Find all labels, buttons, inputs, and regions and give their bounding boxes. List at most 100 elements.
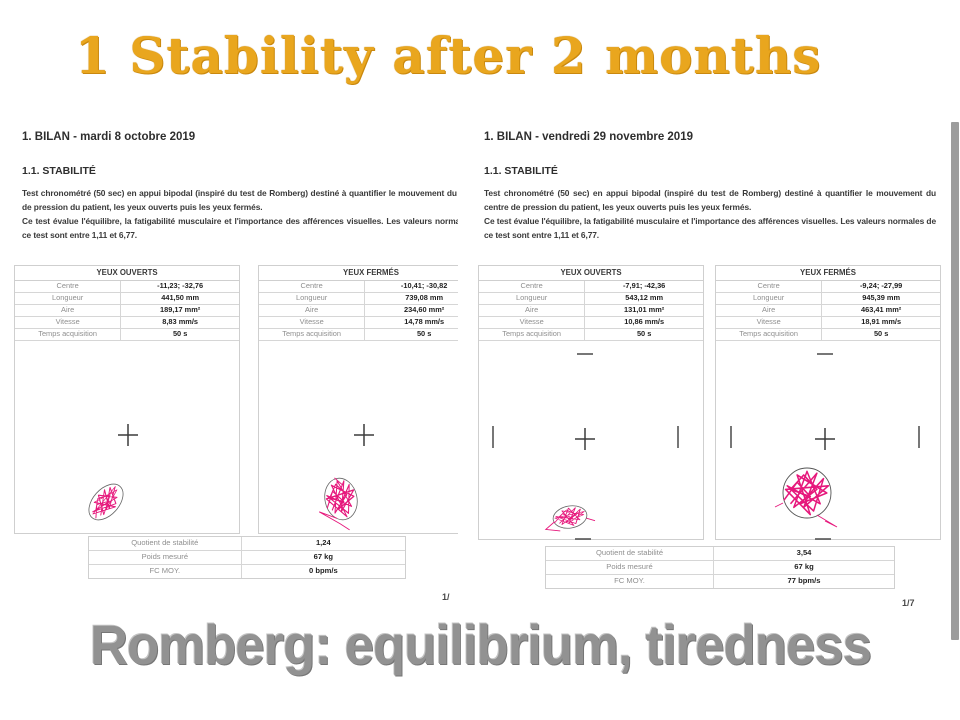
row-label: Vitesse bbox=[15, 317, 122, 328]
table-row: Temps acquisition 50 s bbox=[15, 329, 239, 341]
sway-trace bbox=[325, 480, 355, 518]
row-label: FC MOY. bbox=[546, 575, 715, 588]
yeux-fermes-panel: YEUX FERMÉS Centre -10,41; -30,82 Longueu… bbox=[258, 265, 458, 534]
row-value: 50 s bbox=[636, 329, 652, 338]
row-value: -10,41; -30,82 bbox=[400, 281, 448, 290]
table-row: Longueur 739,08 mm bbox=[259, 293, 458, 305]
row-label: Centre bbox=[479, 281, 586, 292]
table-row: Temps acquisition 50 s bbox=[716, 329, 940, 341]
sway-trace-tail bbox=[544, 517, 596, 532]
row-value: 3,54 bbox=[796, 548, 812, 557]
row-value: 50 s bbox=[416, 329, 432, 338]
table-row: Vitesse 8,83 mm/s bbox=[15, 317, 239, 329]
row-value: 189,17 mm² bbox=[160, 305, 201, 314]
panel-title: YEUX FERMÉS bbox=[259, 266, 458, 281]
yeux-ouverts-panel: YEUX OUVERTS Centre -7,91; -42,36 Longueu… bbox=[478, 265, 704, 540]
summary-row: Quotient de stabilité 3,54 bbox=[546, 547, 894, 561]
confidence-ellipse bbox=[88, 483, 124, 521]
slide-caption-text: Romberg: equilibrium, tiredness bbox=[89, 613, 871, 676]
center-cross-marker bbox=[354, 424, 374, 446]
test-description: Test chronométré (50 sec) en appui bipod… bbox=[484, 186, 936, 242]
stabilogram-plot bbox=[88, 424, 138, 521]
stabilogram-plot bbox=[492, 353, 679, 540]
row-value: 50 s bbox=[873, 329, 889, 338]
row-value: 945,39 mm bbox=[862, 293, 901, 302]
row-value: -9,24; -27,99 bbox=[859, 281, 903, 290]
calibration-ticks bbox=[492, 353, 679, 540]
table-row: Aire 189,17 mm² bbox=[15, 305, 239, 317]
row-value: 441,50 mm bbox=[161, 293, 200, 302]
row-value: 50 s bbox=[172, 329, 188, 338]
test-description-line1: Test chronométré (50 sec) en appui bipod… bbox=[484, 188, 936, 212]
table-row: Centre -11,23; -32,76 bbox=[15, 281, 239, 293]
summary-row: FC MOY. 77 bpm/s bbox=[546, 575, 894, 588]
table-row: Centre -10,41; -30,82 bbox=[259, 281, 458, 293]
row-label: FC MOY. bbox=[89, 565, 242, 578]
table-row: Vitesse 14,78 mm/s bbox=[259, 317, 458, 329]
stabilogram-plot bbox=[318, 424, 374, 531]
row-label: Temps acquisition bbox=[479, 329, 586, 340]
row-label: Temps acquisition bbox=[259, 329, 366, 340]
center-cross-marker bbox=[118, 424, 138, 446]
row-value: 14,78 mm/s bbox=[404, 317, 445, 326]
row-label: Centre bbox=[716, 281, 823, 292]
report-heading: 1. BILAN - mardi 8 octobre 2019 bbox=[22, 131, 196, 143]
summary-table: Quotient de stabilité 3,54 Poids mesuré 67… bbox=[545, 546, 895, 589]
summary-table: Quotient de stabilité 1,24 Poids mesuré 67… bbox=[88, 536, 406, 579]
row-label: Aire bbox=[716, 305, 823, 316]
center-cross-marker bbox=[815, 428, 835, 450]
row-value: 18,91 mm/s bbox=[861, 317, 902, 326]
row-label: Aire bbox=[15, 305, 122, 316]
table-row: Centre -7,91; -42,36 bbox=[479, 281, 703, 293]
table-row: Vitesse 10,86 mm/s bbox=[479, 317, 703, 329]
table-row: Aire 463,41 mm² bbox=[716, 305, 940, 317]
page-number: 1/ bbox=[442, 592, 450, 602]
test-description-line2: Ce test évalue l'équilibre, la fatigabil… bbox=[22, 216, 458, 240]
row-label: Centre bbox=[259, 281, 366, 292]
section-heading: 1.1. STABILITÉ bbox=[484, 165, 558, 177]
row-value: 463,41 mm² bbox=[861, 305, 902, 314]
panel-title: YEUX OUVERTS bbox=[479, 266, 703, 281]
table-row: Temps acquisition 50 s bbox=[259, 329, 458, 341]
row-label: Temps acquisition bbox=[15, 329, 122, 340]
summary-row: Poids mesuré 67 kg bbox=[546, 561, 894, 575]
row-label: Longueur bbox=[479, 293, 586, 304]
row-label: Vitesse bbox=[259, 317, 366, 328]
row-label: Aire bbox=[259, 305, 366, 316]
panel-title: YEUX FERMÉS bbox=[716, 266, 940, 281]
table-row: Aire 234,60 mm² bbox=[259, 305, 458, 317]
slide-title: 1 Stability after 2 months bbox=[75, 26, 822, 85]
row-label: Poids mesuré bbox=[546, 561, 715, 574]
report-heading: 1. BILAN - vendredi 29 novembre 2019 bbox=[484, 131, 693, 143]
summary-row: Quotient de stabilité 1,24 bbox=[89, 537, 405, 551]
table-row: Longueur 945,39 mm bbox=[716, 293, 940, 305]
table-row: Longueur 543,12 mm bbox=[479, 293, 703, 305]
row-value: 0 bpm/s bbox=[308, 566, 338, 575]
row-value: 234,60 mm² bbox=[404, 305, 445, 314]
section-heading: 1.1. STABILITÉ bbox=[22, 165, 96, 177]
test-description-line1: Test chronométré (50 sec) en appui bipod… bbox=[22, 188, 458, 212]
scrollbar-thumb[interactable] bbox=[951, 122, 959, 640]
sway-trace bbox=[783, 470, 830, 516]
row-label: Quotient de stabilité bbox=[546, 547, 715, 560]
row-value: -7,91; -42,36 bbox=[622, 281, 666, 290]
row-value: 10,86 mm/s bbox=[624, 317, 665, 326]
page-number: 1/7 bbox=[902, 598, 915, 608]
confidence-ellipse bbox=[552, 505, 588, 529]
table-row: Temps acquisition 50 s bbox=[479, 329, 703, 341]
table-row: Centre -9,24; -27,99 bbox=[716, 281, 940, 293]
report-october: 1. BILAN - mardi 8 octobre 2019 1.1. STA… bbox=[8, 115, 458, 615]
sway-trace bbox=[92, 486, 118, 519]
sway-trace bbox=[554, 507, 585, 526]
calibration-ticks bbox=[730, 353, 920, 540]
panel-title: YEUX OUVERTS bbox=[15, 266, 239, 281]
summary-row: FC MOY. 0 bpm/s bbox=[89, 565, 405, 578]
confidence-ellipse bbox=[324, 477, 358, 521]
row-label: Temps acquisition bbox=[716, 329, 823, 340]
row-value: 543,12 mm bbox=[625, 293, 664, 302]
row-label: Vitesse bbox=[716, 317, 823, 328]
yeux-fermes-panel: YEUX FERMÉS Centre -9,24; -27,99 Longueur… bbox=[715, 265, 941, 540]
center-cross-marker bbox=[575, 428, 595, 450]
row-value: 67 kg bbox=[313, 552, 334, 561]
